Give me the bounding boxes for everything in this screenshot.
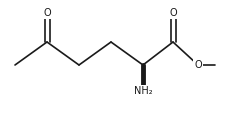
Text: O: O: [43, 8, 51, 18]
Text: O: O: [169, 8, 177, 18]
Text: O: O: [194, 60, 202, 70]
Text: NH₂: NH₂: [134, 86, 152, 96]
